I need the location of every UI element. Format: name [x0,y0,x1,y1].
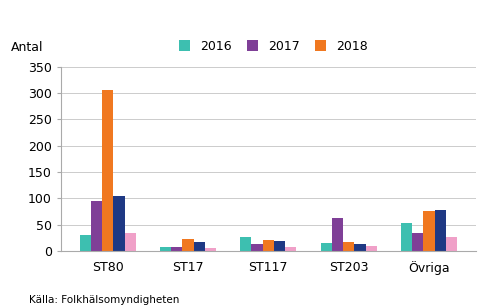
Text: Källa: Folkhälsomyndigheten: Källa: Folkhälsomyndigheten [29,295,180,305]
Bar [113,196,125,251]
Bar [125,233,136,251]
Bar [285,247,297,251]
Bar [251,244,263,251]
Bar [423,211,435,251]
Bar [355,244,365,251]
Bar [240,237,251,251]
Bar [412,233,423,251]
Bar [401,224,412,251]
Bar [80,235,91,251]
Bar [263,240,274,251]
Bar [435,210,446,251]
Bar [193,242,205,251]
Bar [171,247,182,251]
Bar [446,237,457,251]
Bar [102,90,113,251]
Bar [321,243,332,251]
Bar [365,245,377,251]
Text: Antal: Antal [11,41,43,54]
Bar [274,241,285,251]
Bar [343,242,355,251]
Bar [205,248,216,251]
Bar [160,247,171,251]
Legend: 2016, 2017, 2018: 2016, 2017, 2018 [179,40,368,53]
Bar [332,218,343,251]
Bar [182,239,193,251]
Bar [91,201,102,251]
